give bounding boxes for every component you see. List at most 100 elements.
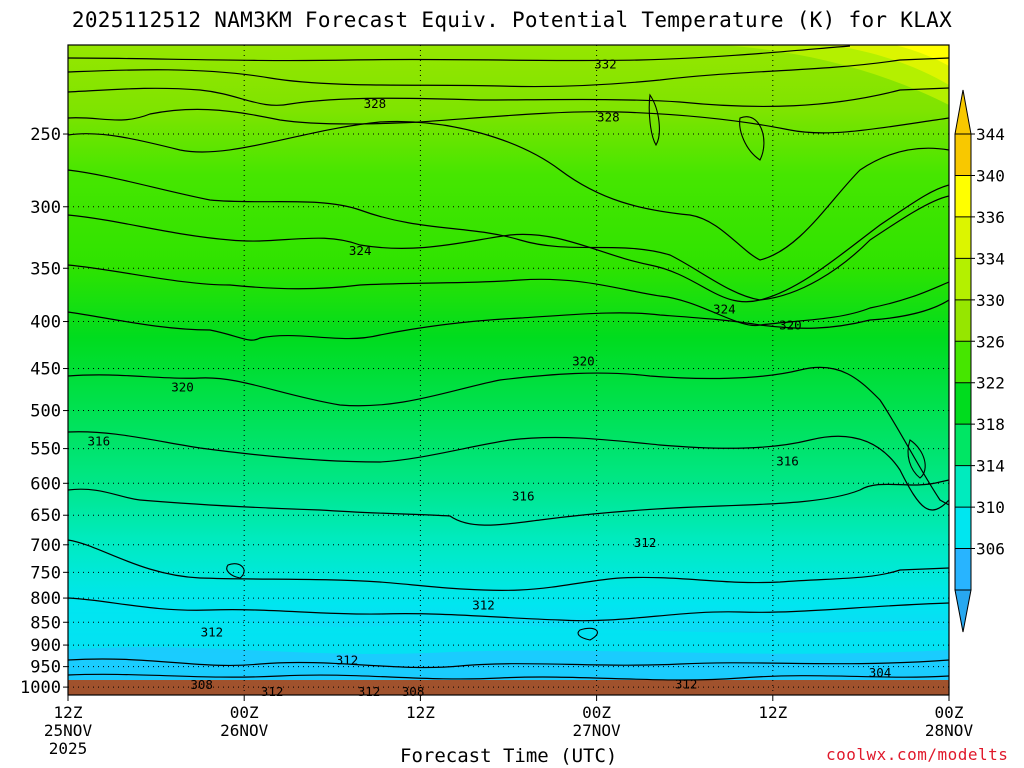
colorbar-bin [955, 548, 971, 591]
colorbar-label: 336 [976, 208, 1005, 227]
field-warm-corner [720, 45, 949, 105]
contour-label: 324 [713, 301, 736, 316]
contour-line [68, 597, 949, 622]
contour-label: 332 [594, 56, 617, 71]
axes-layer: 250 300 350 400 450 500 550 600 650 700 750 800 850 9… [20, 44, 974, 758]
contour-island [226, 563, 245, 579]
colorbar-bin [955, 258, 971, 301]
contour-line [68, 299, 949, 341]
contour-island [739, 116, 765, 161]
y-tick-label: 950 [30, 658, 61, 678]
x-tick-label: 28NOV [925, 721, 974, 740]
contour-line [68, 108, 949, 134]
colorbar-bin [955, 382, 971, 425]
contour-label: 312 [261, 684, 284, 699]
contour-line [68, 120, 949, 261]
y-tick-label: 450 [30, 360, 61, 380]
x-tick-label: 12Z [406, 703, 435, 722]
y-tick-label: 650 [30, 506, 61, 526]
contour-line [68, 479, 949, 526]
x-tick-label: 00Z [582, 703, 611, 722]
colorbar-bin [955, 424, 971, 467]
y-tick-label: 250 [30, 125, 61, 145]
contour-label: 328 [597, 110, 620, 125]
colorbar-bin [955, 465, 971, 508]
contour-island [577, 627, 598, 641]
colorbar: 344 340 336 334 330 326 322 318 314 310 306 [954, 89, 1005, 633]
x-tick-label: 26NOV [220, 721, 269, 740]
plot-frame [67, 44, 950, 696]
x-tick-label: 12Z [758, 703, 787, 722]
y-tick-label: 550 [30, 440, 61, 460]
contour-layer [68, 45, 949, 681]
field-warm-corner-2 [830, 45, 949, 85]
contour-line [68, 366, 949, 506]
colorbar-bin [955, 216, 971, 259]
x-tick-label: 00Z [230, 703, 259, 722]
colorbar-bin [955, 341, 971, 384]
colorbar-bin [955, 507, 971, 550]
colorbar-label: 334 [976, 249, 1005, 268]
contour-label: 308 [402, 684, 425, 699]
contour-line [68, 431, 949, 511]
x-tick-label: 12Z [54, 703, 83, 722]
contour-label: 304 [869, 665, 892, 680]
colorbar-label: 310 [976, 498, 1005, 517]
colorbar-label: 318 [976, 415, 1005, 434]
colorbar-arrow-bottom [954, 589, 972, 633]
colorbar-label: 344 [976, 125, 1005, 144]
contour-line [68, 45, 851, 62]
colorbar-bin [955, 175, 971, 218]
y-tick-label: 800 [30, 589, 61, 609]
y-tick-label: 750 [30, 563, 61, 583]
contour-label: 308 [190, 677, 213, 692]
credit-link[interactable]: coolwx.com/modelts [826, 745, 1009, 764]
colorbar-label: 340 [976, 166, 1005, 185]
contour-label: 320 [171, 380, 194, 395]
contour-label: 320 [572, 353, 595, 368]
contour-label: 312 [634, 535, 657, 550]
y-tick-label: 850 [30, 613, 61, 633]
contour-label: 324 [349, 243, 372, 258]
colorbar-label: 322 [976, 374, 1005, 393]
contour-label: 312 [675, 676, 698, 691]
contour-line [68, 87, 949, 108]
colorbar-label: 314 [976, 457, 1005, 476]
contour-label: 316 [88, 433, 111, 448]
contour-line [68, 673, 949, 681]
colorbar-bin [955, 134, 971, 176]
contour-label: 312 [472, 597, 495, 612]
contour-line [68, 658, 949, 669]
y-tick-label: 1000 [20, 678, 61, 698]
x-tick-label: 00Z [935, 703, 964, 722]
contour-line [68, 57, 949, 88]
y-tick-label: 600 [30, 474, 61, 494]
contour-island [907, 439, 926, 479]
y-tick-label: 300 [30, 198, 61, 218]
contour-island [648, 93, 660, 147]
y-tick-label: 350 [30, 259, 61, 279]
grid-layer [68, 45, 949, 695]
colorbar-bin [955, 299, 971, 342]
contour-line [68, 539, 949, 591]
contour-label: 312 [336, 652, 359, 667]
chart-title: 2025112512 NAM3KM Forecast Equiv. Potent… [71, 8, 953, 32]
contour-line [68, 169, 949, 301]
colorbar-label: 326 [976, 332, 1005, 351]
colorbar-arrow-top [954, 89, 972, 135]
y-tick-label: 500 [30, 402, 61, 422]
field-warm-corner-3 [895, 45, 949, 66]
contour-label: 312 [201, 624, 224, 639]
colorbar-label: 330 [976, 291, 1005, 310]
contour-line [68, 195, 949, 303]
x-tick-label: 25NOV [44, 721, 93, 740]
contour-label: 316 [776, 453, 799, 468]
contour-label: 316 [512, 488, 535, 503]
x-axis-label: Forecast Time (UTC) [400, 745, 618, 767]
contour-label: 328 [364, 96, 387, 111]
contour-label: 312 [358, 684, 381, 699]
contour-line [68, 264, 949, 327]
y-tick-label: 700 [30, 536, 61, 556]
